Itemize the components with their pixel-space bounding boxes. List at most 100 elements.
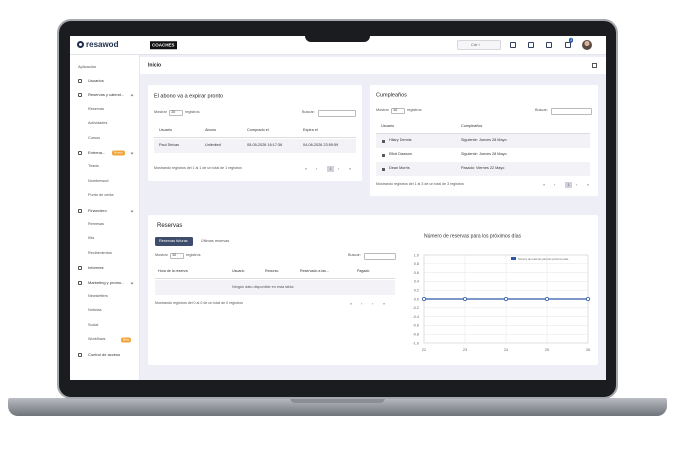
column-header: Recurso [265, 269, 279, 274]
sidebar-section: Aplicación [78, 64, 97, 69]
table-cell: Siguiente: Jueves 28 Mayo [461, 138, 507, 143]
top-icon[interactable] [510, 42, 516, 48]
page-size[interactable]: 10 [393, 108, 398, 113]
column-header: Pagado [357, 269, 370, 274]
tab-active[interactable] [155, 237, 193, 246]
sidebar-subitem[interactable]: Noticias [88, 308, 102, 313]
sidebar-subitem[interactable]: Workflows [88, 337, 106, 342]
search-label: Buscar: [302, 110, 315, 115]
column-header: Reservado a las... [300, 269, 329, 274]
pagination-button[interactable]: » [349, 166, 352, 171]
sidebar-subitem[interactable]: Recibimientos [88, 250, 112, 255]
table-cell: Dean Morris [389, 166, 410, 171]
column-header: Cumpleaños [461, 124, 483, 129]
table-footer: Mostrando registros del 1 al 3 de un tot… [376, 182, 464, 187]
pagination-button[interactable]: › [338, 166, 340, 171]
show-label: Mostrar [155, 253, 168, 258]
sidebar-icon [78, 208, 82, 213]
sidebar-subitem[interactable]: Nombrewod [88, 178, 109, 183]
card-title: Reservas [157, 223, 183, 229]
pagination-button[interactable]: › [576, 182, 578, 187]
notification-count: 2 [569, 37, 574, 43]
y-tick-label: 0.0 [414, 297, 419, 301]
column-header: Hora de la reserva [158, 269, 188, 274]
data-point [586, 296, 591, 301]
center-select[interactable] [457, 40, 501, 50]
page-size-select[interactable] [169, 110, 183, 116]
sidebar-item[interactable]: Entrena... [88, 150, 106, 155]
sidebar-subitem[interactable]: Punto de venta [88, 193, 114, 198]
legend-label: Número de reservas para los próximos día… [518, 257, 569, 261]
sidebar-subitem[interactable]: Tirada [88, 164, 99, 169]
tab[interactable]: Últimas reservas [201, 238, 230, 243]
data-point [545, 296, 550, 301]
search-input[interactable] [318, 109, 356, 117]
pagination-button[interactable]: 1 [327, 166, 335, 172]
pagination-button[interactable]: › [372, 301, 374, 306]
tab[interactable]: Reservas futuras [159, 238, 188, 243]
sidebar-subitem[interactable]: Newsletters [88, 294, 108, 299]
x-tick-label: 24 [504, 348, 508, 352]
page-size-select[interactable] [391, 108, 405, 114]
page-title: Inicio [148, 62, 162, 69]
column-header: Comprado el [247, 128, 269, 133]
pagination-button[interactable]: » [383, 301, 386, 306]
legend-swatch [511, 257, 516, 260]
table-row [155, 280, 395, 295]
sidebar-item[interactable]: Reservas y calend... [88, 92, 125, 98]
header-icon [592, 63, 597, 68]
center-select-text[interactable]: Cdr I [471, 42, 480, 47]
sidebar-subitem[interactable]: Cursos [88, 135, 101, 140]
sidebar-badge: Beta [121, 337, 132, 343]
pagination-button[interactable]: « [305, 166, 308, 171]
table-cell: Hilary Dennis [389, 138, 412, 143]
y-tick-label: 1.0 [414, 253, 419, 257]
sidebar-item[interactable]: Control de acceso [88, 351, 121, 357]
avatar[interactable] [582, 40, 592, 50]
sidebar-subitem[interactable]: Kits [88, 236, 95, 241]
sidebar [70, 55, 140, 380]
y-tick-label: -0.2 [412, 306, 419, 310]
y-tick-label: -0.6 [412, 324, 419, 328]
top-icon[interactable] [546, 42, 552, 48]
x-tick-label: 25 [545, 348, 549, 352]
pagination-button[interactable]: ‹ [361, 301, 363, 306]
sidebar-item[interactable]: Usuarios [88, 78, 104, 83]
sidebar-item[interactable]: Marketing y promo... [88, 279, 125, 285]
page-size-select[interactable] [170, 253, 184, 259]
pagination-button[interactable]: » [587, 182, 590, 187]
pagination-button[interactable]: « [543, 182, 546, 187]
data-point [503, 296, 508, 301]
table-cell: Siguiente: Jueves 28 Mayo [461, 152, 507, 157]
sidebar-icon [78, 151, 82, 155]
column-header: Usuario [159, 128, 173, 133]
page-size[interactable]: 10 [172, 253, 177, 258]
pagination-button[interactable]: ‹ [316, 166, 318, 171]
sidebar-subitem[interactable]: Reservas [88, 106, 105, 111]
column-header: Usuario [232, 269, 245, 274]
top-icon[interactable] [565, 42, 571, 48]
sidebar-item[interactable]: Informes [88, 265, 104, 271]
logo: resawod [86, 40, 119, 49]
y-tick-label: -1.0 [412, 341, 419, 345]
search-label: Buscar: [348, 253, 361, 258]
top-icon[interactable] [528, 42, 534, 48]
cake-icon [382, 167, 385, 171]
sidebar-subitem[interactable]: Actividades [88, 121, 108, 126]
search-input[interactable] [551, 107, 592, 115]
table-row [154, 139, 356, 153]
sidebar-icon [78, 266, 82, 271]
pagination-button[interactable]: ‹ [554, 182, 556, 187]
x-tick-label: 22 [422, 348, 426, 352]
pagination-button[interactable]: 1 [565, 182, 573, 188]
sidebar-item[interactable]: Financiero [88, 207, 107, 213]
sidebar-subitem[interactable]: Remesas [88, 222, 105, 227]
page-size[interactable]: 10 [171, 110, 176, 115]
cake-icon [382, 153, 385, 157]
y-tick-label: 0.4 [414, 280, 419, 284]
records-label: registros [185, 110, 200, 115]
search-input[interactable] [364, 252, 396, 260]
pagination-button[interactable]: « [350, 301, 353, 306]
sidebar-subitem[interactable]: Social [88, 322, 99, 327]
table-cell: Paul Seivas [159, 143, 180, 148]
